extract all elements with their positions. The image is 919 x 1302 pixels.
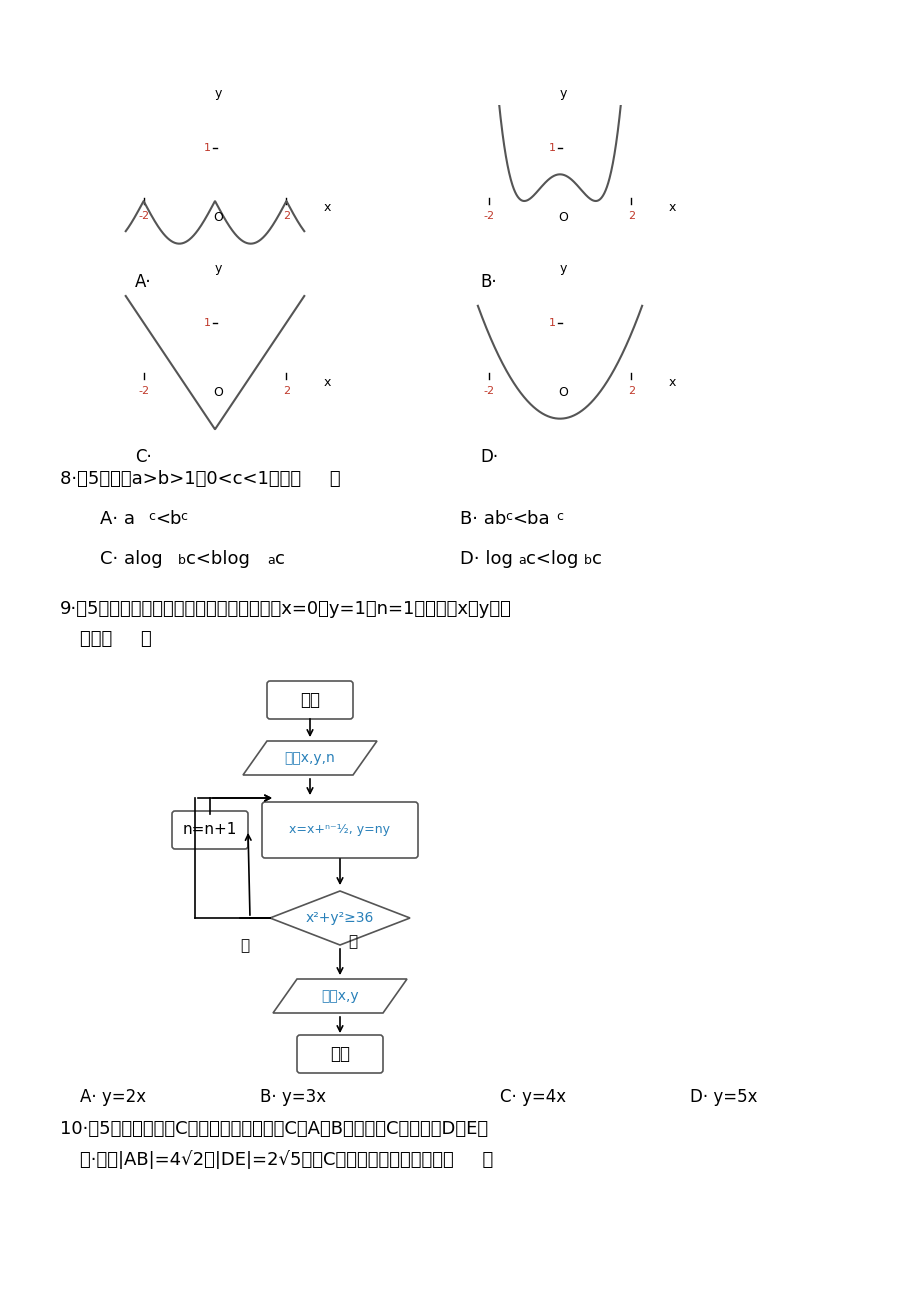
Text: 结束: 结束: [330, 1046, 349, 1062]
Text: O: O: [212, 211, 222, 224]
Text: 输出x,y: 输出x,y: [321, 990, 358, 1003]
Text: b: b: [177, 553, 186, 566]
Text: c<log: c<log: [526, 549, 578, 568]
Text: 1: 1: [203, 318, 210, 328]
Polygon shape: [269, 891, 410, 945]
Polygon shape: [273, 979, 406, 1013]
Text: x: x: [323, 376, 331, 389]
Text: <b: <b: [154, 510, 181, 529]
Text: 是: 是: [347, 934, 357, 949]
Text: 2: 2: [627, 385, 634, 396]
Text: <ba: <ba: [512, 510, 549, 529]
Text: C· alog: C· alog: [100, 549, 163, 568]
Text: c: c: [148, 510, 154, 523]
Text: O: O: [557, 385, 567, 398]
Text: 开始: 开始: [300, 691, 320, 710]
Text: 2: 2: [282, 385, 289, 396]
Text: 输入x,y,n: 输入x,y,n: [284, 751, 335, 766]
Text: b: b: [584, 553, 591, 566]
Text: C·: C·: [135, 448, 152, 466]
Text: x: x: [323, 201, 331, 214]
Text: A· y=2x: A· y=2x: [80, 1088, 146, 1105]
Text: c: c: [555, 510, 562, 523]
Text: 1: 1: [548, 318, 555, 328]
Text: D· log: D· log: [460, 549, 512, 568]
Text: C· y=4x: C· y=4x: [499, 1088, 565, 1105]
Text: x: x: [668, 376, 675, 389]
Text: O: O: [212, 385, 222, 398]
Text: D·: D·: [480, 448, 497, 466]
Text: a: a: [267, 553, 275, 566]
Text: 点·已知|AB|=4√2，|DE|=2√5，则C的焦点到准线的距离为（     ）: 点·已知|AB|=4√2，|DE|=2√5，则C的焦点到准线的距离为（ ）: [80, 1150, 493, 1169]
Text: 2: 2: [282, 211, 289, 220]
Text: x=x+ⁿ⁻¹⁄₂, y=ny: x=x+ⁿ⁻¹⁄₂, y=ny: [289, 823, 390, 836]
Text: x: x: [668, 201, 675, 214]
Text: y: y: [214, 262, 221, 275]
Text: x²+y²≥36: x²+y²≥36: [305, 911, 374, 924]
Text: 2: 2: [627, 211, 634, 220]
Text: y: y: [214, 87, 221, 100]
Text: 8·（5分）若a>b>1，0<c<1，则（     ）: 8·（5分）若a>b>1，0<c<1，则（ ）: [60, 470, 340, 488]
Text: 1: 1: [548, 143, 555, 152]
Text: A· a: A· a: [100, 510, 135, 529]
Text: c: c: [505, 510, 512, 523]
Text: A·: A·: [135, 273, 152, 292]
FancyBboxPatch shape: [297, 1035, 382, 1073]
Text: 否: 否: [240, 937, 249, 953]
Text: y: y: [559, 87, 566, 100]
Text: -2: -2: [482, 385, 494, 396]
FancyBboxPatch shape: [267, 681, 353, 719]
Text: D· y=5x: D· y=5x: [689, 1088, 756, 1105]
Text: 1: 1: [203, 143, 210, 152]
Text: -2: -2: [138, 211, 149, 220]
Text: -2: -2: [138, 385, 149, 396]
Text: -2: -2: [482, 211, 494, 220]
Text: n=n+1: n=n+1: [183, 823, 237, 837]
Text: B· y=3x: B· y=3x: [260, 1088, 325, 1105]
Text: c: c: [591, 549, 601, 568]
Text: y: y: [559, 262, 566, 275]
Text: B·: B·: [480, 273, 496, 292]
FancyBboxPatch shape: [262, 802, 417, 858]
Polygon shape: [243, 741, 377, 775]
Text: c: c: [180, 510, 187, 523]
Text: 满足（     ）: 满足（ ）: [80, 630, 152, 648]
FancyBboxPatch shape: [172, 811, 248, 849]
Text: 10·（5分）以抛物线C的顶点为圆心的圆交C于A、B两点，交C的准线于D、E两: 10·（5分）以抛物线C的顶点为圆心的圆交C于A、B两点，交C的准线于D、E两: [60, 1120, 488, 1138]
Text: B· ab: B· ab: [460, 510, 505, 529]
Text: O: O: [557, 211, 567, 224]
Text: c<blog: c<blog: [186, 549, 250, 568]
Text: a: a: [517, 553, 525, 566]
Text: c: c: [275, 549, 285, 568]
Text: 9·（5分）执行下面的程序框图，如果输入的x=0，y=1，n=1，则输出x、y的值: 9·（5分）执行下面的程序框图，如果输入的x=0，y=1，n=1，则输出x、y的…: [60, 600, 511, 618]
